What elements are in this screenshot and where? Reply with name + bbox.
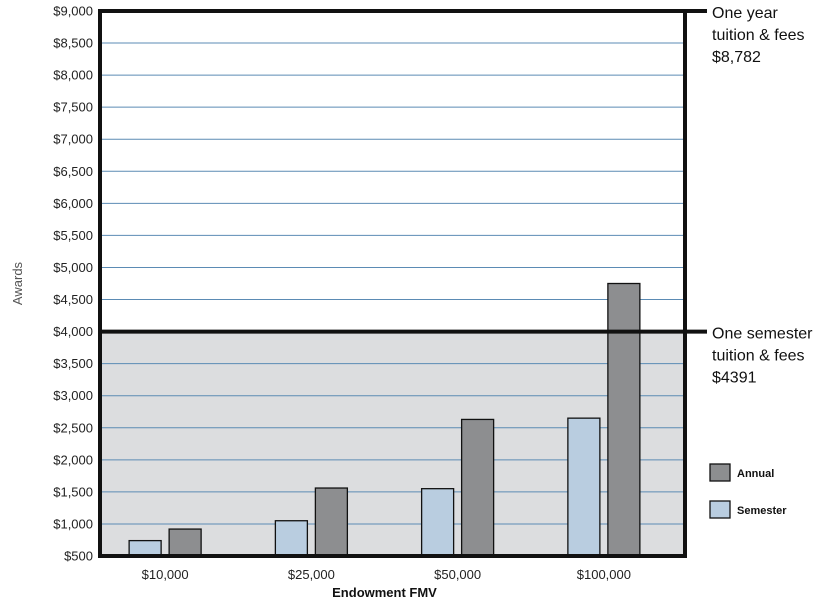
reference-annotation: tuition & fees — [712, 27, 805, 44]
y-tick-label: $1,500 — [53, 484, 93, 499]
y-tick-label: $2,500 — [53, 420, 93, 435]
x-tick-labels: $10,000 $25,000 $50,000 $100,000 — [142, 567, 631, 582]
y-tick-label: $7,500 — [53, 100, 93, 115]
legend-swatch-annual — [709, 463, 731, 482]
y-axis-title: Awards — [10, 261, 25, 305]
bar-annual — [607, 282, 641, 557]
legend-label-semester: Semester — [737, 505, 787, 517]
y-tick-label: $6,500 — [53, 164, 93, 179]
y-tick-label: $9,000 — [53, 4, 93, 19]
x-tick-label: $25,000 — [288, 567, 335, 582]
y-tick-label: $8,000 — [53, 68, 93, 83]
bars — [128, 282, 641, 557]
x-tick-label: $10,000 — [142, 567, 189, 582]
legend: Annual Semester — [709, 463, 787, 519]
y-tick-label: $7,000 — [53, 132, 93, 147]
y-tick-label: $4,500 — [53, 292, 93, 307]
y-tick-label: $3,000 — [53, 388, 93, 403]
x-axis-title: Endowment FMV — [332, 585, 437, 600]
reference-lines: One semester tuition & fees $4391 One year t… — [100, 5, 813, 387]
y-tick-label: $6,000 — [53, 196, 93, 211]
bar-semester — [567, 417, 601, 557]
bar-annual — [460, 418, 495, 557]
y-tick-label: $2,000 — [53, 452, 93, 467]
y-tick-label: $8,500 — [53, 36, 93, 51]
grid — [100, 42, 685, 525]
bar-semester — [128, 539, 162, 557]
bar-annual — [168, 528, 202, 557]
reference-annotation: $4391 — [712, 370, 757, 387]
y-tick-label: $1,000 — [53, 516, 93, 531]
reference-annotation: One year — [712, 5, 778, 22]
reference-annotation: tuition & fees — [712, 348, 805, 365]
reference-annotation: $8,782 — [712, 49, 761, 66]
bar-semester — [274, 520, 309, 557]
y-tick-label: $500 — [64, 549, 93, 564]
x-tick-label: $50,000 — [434, 567, 481, 582]
y-tick-label: $5,500 — [53, 228, 93, 243]
legend-label-annual: Annual — [737, 468, 774, 480]
y-tick-label: $5,000 — [53, 260, 93, 275]
x-tick-label: $100,000 — [577, 567, 631, 582]
y-tick-labels: $500 $1,000 $1,500 $2,000 $2,500 $3,000 $3,500… — [53, 4, 93, 564]
legend-swatch-semester — [709, 500, 731, 519]
y-tick-label: $3,500 — [53, 356, 93, 371]
bar-annual — [314, 487, 349, 557]
reference-annotation: One semester — [712, 326, 813, 343]
bar-semester — [420, 488, 455, 557]
y-tick-label: $4,000 — [53, 324, 93, 339]
